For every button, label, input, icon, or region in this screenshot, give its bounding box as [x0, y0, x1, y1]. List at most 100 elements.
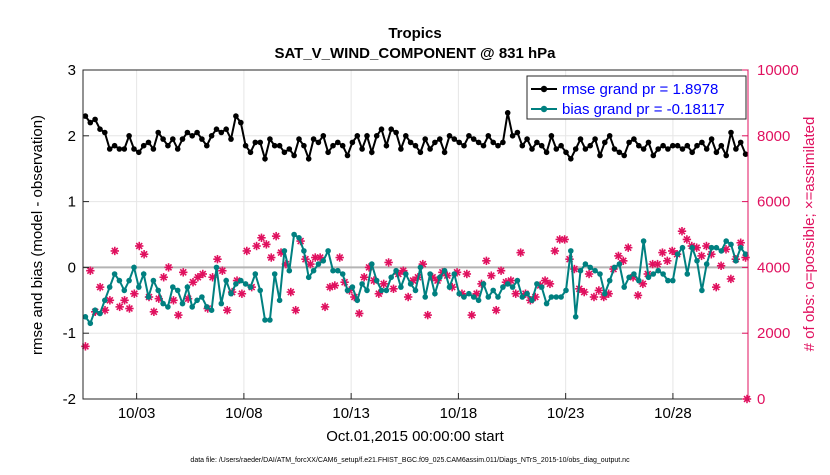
bias-point	[247, 284, 254, 290]
bias-point	[199, 294, 205, 300]
rmse-point	[242, 142, 249, 149]
rmse-point	[568, 156, 574, 162]
bias-point	[538, 284, 545, 290]
rmse-point	[718, 142, 725, 149]
rmse-point	[145, 139, 152, 146]
obs-marker	[159, 273, 168, 282]
rmse-point	[238, 119, 244, 126]
bias-point	[490, 287, 497, 294]
obs-marker	[335, 253, 344, 262]
bias-point	[577, 267, 584, 274]
rmse-point	[378, 126, 385, 132]
bias-point	[403, 271, 409, 277]
bias-point	[121, 287, 128, 294]
rmse-point	[165, 142, 171, 149]
obs-marker	[179, 268, 188, 277]
rmse-point	[689, 149, 695, 156]
obs-marker	[164, 263, 173, 272]
rmse-point	[703, 146, 710, 152]
rmse-point	[403, 133, 409, 139]
rmse-point	[174, 146, 181, 152]
obs-marker	[677, 227, 687, 236]
bias-point	[553, 294, 560, 300]
bias-point	[466, 290, 472, 297]
obs-marker	[262, 240, 271, 249]
obs-marker	[174, 310, 183, 320]
rmse-point	[713, 149, 720, 156]
rmse-point	[228, 136, 234, 142]
bias-point	[189, 304, 195, 310]
bias-point	[437, 274, 443, 281]
bias-point	[519, 294, 526, 300]
legend-entry-label: bias grand pr = -0.18117	[562, 101, 725, 118]
y-tick-label-left: 3	[68, 62, 76, 79]
rmse-point	[87, 119, 94, 126]
obs-marker	[105, 296, 115, 305]
rmse-point	[257, 139, 264, 146]
obs-marker	[491, 305, 501, 315]
rmse-point	[335, 139, 341, 146]
rmse-point	[427, 146, 433, 152]
bias-point	[179, 300, 186, 307]
bias-point	[106, 284, 113, 290]
bias-point	[451, 271, 458, 277]
bias-point	[543, 300, 550, 307]
y-tick-label-right: 0	[757, 391, 765, 408]
rmse-point	[631, 136, 637, 142]
bias-point	[170, 284, 176, 290]
bias-point	[718, 248, 725, 254]
bias-point	[534, 281, 540, 287]
bias-point	[568, 248, 574, 254]
rmse-point	[218, 129, 225, 136]
bias-point	[684, 271, 691, 277]
obs-marker	[223, 305, 232, 315]
rmse-point	[349, 139, 356, 146]
obs-marker	[120, 296, 129, 305]
rmse-point	[276, 142, 283, 149]
bias-point	[626, 274, 632, 281]
rmse-point	[470, 136, 477, 142]
bias-point	[694, 258, 700, 264]
rmse-point	[592, 136, 598, 142]
obs-marker	[115, 302, 124, 312]
bias-point	[480, 281, 487, 287]
rmse-point	[655, 146, 661, 152]
rmse-point	[548, 133, 555, 139]
rmse-point	[538, 142, 545, 149]
obs-marker	[306, 259, 315, 269]
rmse-point	[437, 136, 443, 142]
bias-point	[495, 294, 501, 300]
obs-marker	[540, 276, 550, 285]
bias-point	[475, 297, 482, 304]
obs-marker	[579, 287, 589, 297]
rmse-point	[281, 149, 288, 156]
bias-point	[296, 235, 302, 241]
bias-point	[174, 287, 181, 294]
bias-point	[670, 277, 676, 284]
bias-point	[242, 281, 249, 287]
obs-marker	[267, 253, 276, 262]
rmse-point	[432, 139, 438, 146]
y-tick-label-left: -2	[63, 391, 76, 408]
obs-marker	[198, 269, 207, 279]
rmse-point	[393, 129, 399, 136]
rmse-point	[359, 146, 365, 152]
obs-marker	[462, 269, 472, 279]
rmse-point	[636, 142, 642, 149]
bias-point	[305, 274, 312, 281]
legend-swatch-marker	[540, 85, 548, 93]
obs-marker	[584, 269, 594, 279]
bias-point	[97, 310, 103, 317]
bias-point	[587, 264, 593, 271]
obs-marker	[110, 246, 119, 256]
bias-point	[446, 284, 453, 290]
rmse-point	[330, 142, 336, 149]
rmse-point	[301, 142, 307, 149]
y-tick-label-right: 8000	[757, 128, 790, 145]
obs-marker	[443, 271, 452, 280]
obs-marker	[594, 286, 604, 295]
bias-point	[655, 267, 661, 274]
bias-point	[184, 284, 191, 290]
rmse-point	[116, 146, 123, 152]
